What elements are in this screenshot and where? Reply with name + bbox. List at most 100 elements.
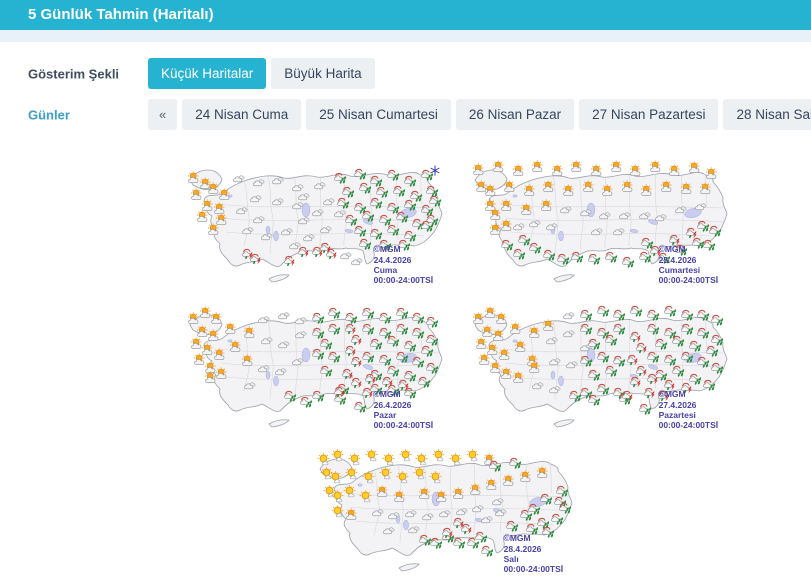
day-button-3[interactable]: 27 Nisan Pazartesi <box>579 99 719 130</box>
rain-showers-icon <box>327 350 341 363</box>
partly-cloudy-sun-icon <box>481 324 495 338</box>
map-hours: 00:00-24:00TSİ <box>658 419 719 430</box>
partly-cloudy-sun-icon <box>562 184 576 197</box>
rain-showers-icon <box>568 389 582 402</box>
thunderstorm-icon <box>460 522 474 535</box>
cloudy-icon <box>545 219 559 232</box>
cloudy-icon <box>243 378 257 391</box>
thunderstorm-icon <box>621 389 635 402</box>
day-button-2[interactable]: 26 Nisan Pazar <box>455 99 575 130</box>
rain-showers-icon <box>654 368 668 381</box>
cloudy-icon <box>387 508 401 521</box>
weather-icons-layer <box>172 152 452 292</box>
cloudy-icon <box>288 238 302 251</box>
thunderstorm-icon <box>297 245 311 258</box>
page-title: 5 Günlük Tahmin (Haritalı) <box>0 0 811 30</box>
rain-showers-icon <box>336 196 350 210</box>
sunny-icon <box>365 449 379 462</box>
big-map-button[interactable]: Büyük Harita <box>271 58 375 89</box>
rain-showers-icon <box>474 530 488 543</box>
cloudy-icon <box>491 494 505 507</box>
partly-cloudy-sun-icon <box>629 164 643 177</box>
small-maps-button[interactable]: Küçük Haritalar <box>148 58 267 89</box>
sunny-icon <box>320 467 334 480</box>
partly-cloudy-sun-icon <box>528 361 542 374</box>
rain-showers-icon <box>425 361 439 374</box>
sunny-icon <box>359 489 373 503</box>
map-day: Cuma <box>373 264 398 275</box>
rain-showers-icon <box>420 203 434 217</box>
rain-showers-icon <box>299 395 313 408</box>
day-button-0[interactable]: 24 Nisan Cuma <box>182 99 302 130</box>
cloudy-icon <box>232 171 246 184</box>
sunny-icon <box>331 449 345 462</box>
partly-cloudy-sun-icon <box>699 182 713 195</box>
thunderstorm-icon <box>441 526 455 539</box>
thunderstorm-icon <box>397 378 411 391</box>
cloudy-icon <box>302 230 316 243</box>
rain-showers-icon <box>604 364 618 377</box>
partly-cloudy-sun-icon <box>489 223 503 236</box>
cloudy-icon <box>235 203 249 216</box>
cloudy-icon <box>252 212 266 225</box>
rain-showers-icon <box>708 224 722 238</box>
thunderstorm-icon <box>646 372 660 385</box>
partly-cloudy-sun-icon <box>207 223 221 236</box>
partly-cloudy-sun-icon <box>204 361 218 374</box>
day-button-4[interactable]: 28 Nisan Salı <box>723 99 811 130</box>
rain-showers-icon <box>702 238 716 252</box>
rain-showers-icon <box>411 311 425 324</box>
cloudy-icon <box>371 505 385 518</box>
weather-icons-layer <box>457 297 737 437</box>
partly-cloudy-sun-icon <box>472 163 486 176</box>
prev-days-button[interactable]: « <box>148 99 178 130</box>
rain-showers-icon <box>395 350 409 363</box>
weather-icons-layer <box>172 297 452 437</box>
partly-cloudy-sun-icon <box>213 202 227 215</box>
partly-cloudy-sun-icon <box>523 184 537 197</box>
rain-showers-icon <box>579 322 593 335</box>
rain-showers-icon <box>395 322 409 335</box>
rain-showers-icon <box>688 372 702 385</box>
rain-showers-icon <box>319 364 333 377</box>
partly-cloudy-sun-icon <box>668 164 682 177</box>
rain-showers-icon <box>429 536 443 549</box>
cloudy-icon <box>638 208 652 221</box>
rain-showers-icon <box>638 250 652 263</box>
sunny-icon <box>343 485 357 498</box>
partly-cloudy-sun-icon <box>492 160 506 173</box>
rain-showers-icon <box>409 189 423 203</box>
rain-showers-icon <box>327 322 341 335</box>
rain-showers-icon <box>378 326 392 339</box>
partly-cloudy-sun-icon <box>500 199 514 212</box>
map-caption: ©MGM 26.4.2026 Pazar 00:00-24:00TSİ <box>374 389 434 430</box>
thunderstorm-icon <box>319 241 333 254</box>
cloudy-icon <box>252 175 266 188</box>
day-button-1[interactable]: 25 Nisan Cumartesi <box>306 99 451 130</box>
rain-showers-icon <box>680 308 694 321</box>
cloudy-icon <box>562 326 576 339</box>
rain-showers-icon <box>333 392 347 405</box>
rain-showers-icon <box>680 322 694 335</box>
rain-showers-icon <box>710 313 724 327</box>
partly-cloudy-sun-icon <box>526 354 540 367</box>
map-date: 26.4.2026 <box>373 399 412 410</box>
thunderstorm-icon <box>341 367 355 380</box>
partly-cloudy-sun-icon <box>190 188 204 201</box>
rain-showers-icon <box>528 241 542 254</box>
thunderstorm-icon <box>663 378 677 391</box>
thunderstorm-icon <box>350 333 364 346</box>
snow-icon <box>428 164 442 177</box>
partly-cloudy-sun-icon <box>621 179 635 193</box>
rain-showers-icon <box>428 194 442 207</box>
rain-showers-icon <box>386 383 400 397</box>
sunny-icon <box>379 467 393 480</box>
partly-cloudy-sun-icon <box>660 179 674 193</box>
rain-showers-icon <box>311 326 325 339</box>
map-credit: ©MGM <box>373 389 401 400</box>
thunderstorm-icon <box>344 344 358 357</box>
partly-cloudy-sun-icon <box>582 179 596 193</box>
rain-showers-icon <box>674 243 688 256</box>
rain-showers-icon <box>361 306 375 320</box>
rain-showers-icon <box>579 308 593 321</box>
